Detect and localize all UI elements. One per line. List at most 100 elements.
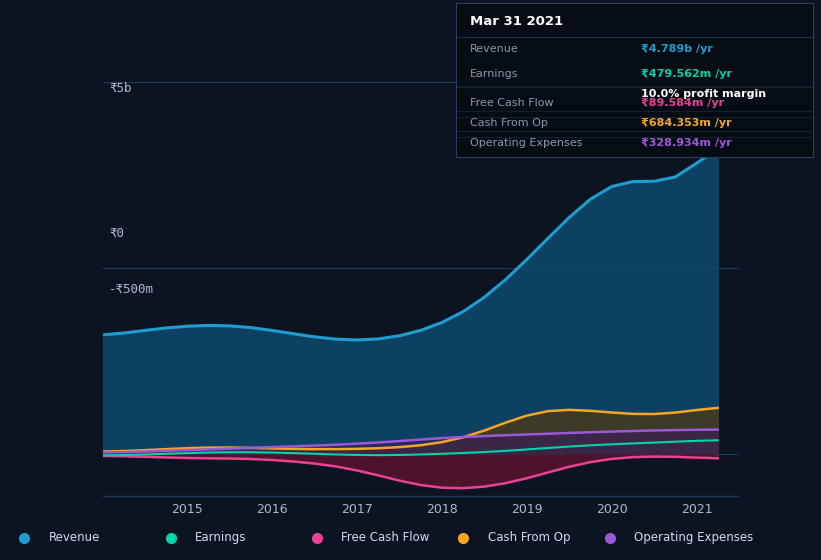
Revenue: [691, 160, 701, 167]
Revenue: [162, 325, 172, 332]
Earnings: [119, 452, 129, 459]
Revenue: [395, 333, 405, 339]
Operating Expenses: [331, 441, 341, 448]
Earnings: [352, 451, 362, 458]
Free Cash Flow: [671, 454, 681, 460]
Operating Expenses: [713, 426, 722, 433]
Cash From Op: [585, 408, 595, 414]
Earnings: [649, 439, 659, 446]
Free Cash Flow: [140, 454, 150, 460]
Operating Expenses: [628, 428, 638, 435]
Earnings: [671, 438, 681, 445]
Operating Expenses: [246, 445, 256, 451]
Text: ₹89.584m /yr: ₹89.584m /yr: [641, 98, 724, 108]
Cash From Op: [564, 407, 574, 413]
Revenue: [416, 327, 426, 334]
Operating Expenses: [352, 440, 362, 447]
Text: Cash From Op: Cash From Op: [488, 531, 571, 544]
Text: ₹479.562m /yr: ₹479.562m /yr: [641, 69, 732, 78]
Free Cash Flow: [649, 453, 659, 460]
Operating Expenses: [522, 431, 532, 438]
Revenue: [182, 323, 192, 330]
Text: 10.0% profit margin: 10.0% profit margin: [641, 88, 767, 99]
Cash From Op: [607, 409, 617, 416]
Operating Expenses: [607, 428, 617, 435]
Earnings: [98, 452, 108, 459]
Earnings: [713, 437, 722, 444]
Line: Revenue: Revenue: [103, 149, 718, 340]
Earnings: [140, 451, 150, 458]
Revenue: [331, 336, 341, 343]
Revenue: [522, 256, 532, 263]
Operating Expenses: [140, 448, 150, 455]
Free Cash Flow: [182, 455, 192, 461]
Earnings: [204, 449, 213, 456]
Free Cash Flow: [437, 484, 447, 491]
Revenue: [352, 337, 362, 343]
Earnings: [182, 450, 192, 456]
Earnings: [225, 449, 235, 456]
Revenue: [564, 214, 574, 221]
Text: Earnings: Earnings: [195, 531, 246, 544]
Earnings: [331, 451, 341, 458]
Earnings: [395, 451, 405, 458]
Cash From Op: [437, 439, 447, 446]
Free Cash Flow: [522, 475, 532, 482]
Free Cash Flow: [628, 454, 638, 460]
Revenue: [544, 235, 553, 242]
Free Cash Flow: [395, 477, 405, 484]
Cash From Op: [501, 419, 511, 426]
Earnings: [479, 449, 489, 455]
Text: -₹500m: -₹500m: [109, 283, 154, 296]
Revenue: [119, 330, 129, 337]
Cash From Op: [628, 410, 638, 417]
Free Cash Flow: [352, 467, 362, 474]
Cash From Op: [310, 446, 319, 452]
Cash From Op: [162, 446, 172, 452]
Revenue: [607, 183, 617, 190]
Cash From Op: [352, 446, 362, 452]
Operating Expenses: [437, 435, 447, 441]
Earnings: [268, 449, 277, 456]
Operating Expenses: [374, 439, 383, 446]
Text: Free Cash Flow: Free Cash Flow: [342, 531, 430, 544]
Operating Expenses: [310, 442, 319, 449]
Free Cash Flow: [289, 458, 299, 465]
Earnings: [501, 447, 511, 454]
Operating Expenses: [289, 443, 299, 450]
Cash From Op: [395, 444, 405, 450]
Revenue: [437, 319, 447, 326]
Free Cash Flow: [331, 463, 341, 470]
Cash From Op: [522, 412, 532, 419]
Revenue: [374, 335, 383, 342]
Operating Expenses: [395, 438, 405, 445]
Cash From Op: [182, 445, 192, 451]
Revenue: [501, 276, 511, 283]
Cash From Op: [649, 410, 659, 417]
Cash From Op: [671, 409, 681, 416]
Operating Expenses: [162, 447, 172, 454]
Operating Expenses: [119, 449, 129, 455]
Operating Expenses: [671, 427, 681, 433]
Text: Cash From Op: Cash From Op: [470, 118, 548, 128]
Cash From Op: [204, 444, 213, 451]
Free Cash Flow: [564, 463, 574, 470]
Revenue: [310, 334, 319, 340]
Earnings: [289, 450, 299, 456]
Free Cash Flow: [310, 460, 319, 467]
Free Cash Flow: [713, 455, 722, 461]
Line: Cash From Op: Cash From Op: [103, 408, 718, 451]
Free Cash Flow: [204, 455, 213, 461]
Cash From Op: [140, 447, 150, 454]
Earnings: [544, 445, 553, 451]
Revenue: [649, 178, 659, 185]
Revenue: [628, 178, 638, 185]
Free Cash Flow: [119, 453, 129, 460]
Free Cash Flow: [374, 472, 383, 479]
Cash From Op: [289, 446, 299, 452]
Cash From Op: [225, 444, 235, 451]
Revenue: [458, 308, 468, 315]
Operating Expenses: [649, 427, 659, 434]
Earnings: [585, 442, 595, 449]
Text: Operating Expenses: Operating Expenses: [634, 531, 754, 544]
